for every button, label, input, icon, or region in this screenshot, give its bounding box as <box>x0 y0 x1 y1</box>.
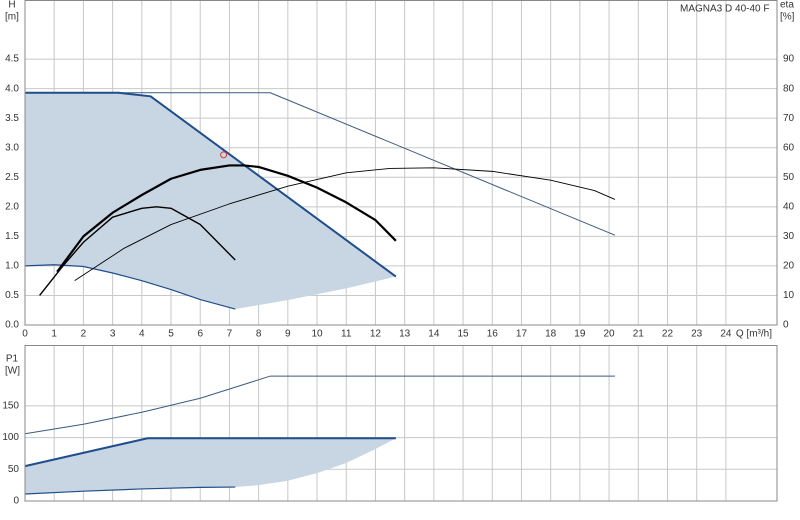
y-tick-label: 0.5 <box>5 290 19 301</box>
x-tick-label: 13 <box>399 329 411 340</box>
x-tick-label: 18 <box>545 329 557 340</box>
y-tick-label: 2.5 <box>5 172 19 183</box>
y-tick-label: 1.0 <box>5 261 19 272</box>
y2-axis-label: eta <box>780 0 794 11</box>
duty-point <box>220 151 228 159</box>
y-tick-label: 1.5 <box>5 231 19 242</box>
x-tick-label: 11 <box>341 329 352 340</box>
plot-frame <box>24 0 778 326</box>
y-tick-label: 0 <box>13 496 19 507</box>
x-tick-label: 3 <box>110 329 116 340</box>
y-tick-label: 100 <box>2 432 19 443</box>
x-tick-label: 17 <box>516 329 528 340</box>
x-tick-label: 22 <box>662 329 674 340</box>
plot-frame <box>24 345 778 502</box>
y2-tick-label: 90 <box>783 54 795 65</box>
y-tick-label: 3.0 <box>5 142 19 153</box>
curve <box>24 264 236 310</box>
y-tick-label: 50 <box>8 464 20 475</box>
curve <box>24 437 396 468</box>
curve <box>39 206 236 296</box>
y2-axis-unit: [%] <box>780 12 795 23</box>
curve <box>25 91 397 278</box>
y2-tick-label: 80 <box>783 83 795 94</box>
y2-tick-label: 60 <box>783 142 795 153</box>
curve <box>24 375 615 435</box>
y2-tick-label: 0 <box>783 320 789 331</box>
curve <box>24 486 236 495</box>
x-tick-label: 20 <box>604 329 616 340</box>
y-tick-label: 3.5 <box>5 113 19 124</box>
x-tick-label: 2 <box>81 329 87 340</box>
y-axis-label: P1 <box>6 354 19 365</box>
y2-tick-label: 70 <box>783 113 795 124</box>
y2-tick-label: 20 <box>783 261 795 272</box>
x-tick-label: 21 <box>633 329 645 340</box>
operating-area <box>25 438 396 495</box>
x-tick-label: 4 <box>139 329 145 340</box>
y-tick-label: 4.5 <box>5 54 19 65</box>
operating-area <box>25 92 396 310</box>
y-axis-label: H <box>8 0 15 11</box>
x-tick-label: 9 <box>285 329 291 340</box>
y-tick-label: 4.0 <box>5 83 19 94</box>
x-tick-label: 15 <box>457 329 469 340</box>
x-tick-label: 8 <box>256 329 262 340</box>
x-tick-label: 14 <box>428 329 440 340</box>
x-tick-label: 5 <box>168 329 174 340</box>
y2-tick-label: 10 <box>783 290 795 301</box>
y-tick-label: 0.0 <box>5 320 19 331</box>
y2-tick-label: 50 <box>783 172 795 183</box>
y-axis-unit: [W] <box>5 366 20 377</box>
x-tick-label: 6 <box>197 329 203 340</box>
x-tick-label: 1 <box>51 329 57 340</box>
x-tick-label: 7 <box>227 329 233 340</box>
y2-tick-label: 40 <box>783 201 795 212</box>
x-tick-label: 24 <box>720 329 732 340</box>
x-tick-label: 0 <box>22 329 28 340</box>
y-tick-label: 2.0 <box>5 201 19 212</box>
x-tick-label: 10 <box>311 329 323 340</box>
x-tick-label: 16 <box>487 329 499 340</box>
curve <box>74 167 616 282</box>
x-tick-label: 19 <box>574 329 586 340</box>
x-tick-label: 12 <box>370 329 382 340</box>
y-axis-unit: [m] <box>5 12 19 23</box>
y2-tick-label: 30 <box>783 231 795 242</box>
y-tick-label: 150 <box>2 401 19 412</box>
x-tick-label: 23 <box>691 329 703 340</box>
x-axis-label: Q [m³/h] <box>736 329 772 340</box>
curve <box>56 164 397 273</box>
chart-title: MAGNA3 D 40-40 F <box>680 4 769 15</box>
